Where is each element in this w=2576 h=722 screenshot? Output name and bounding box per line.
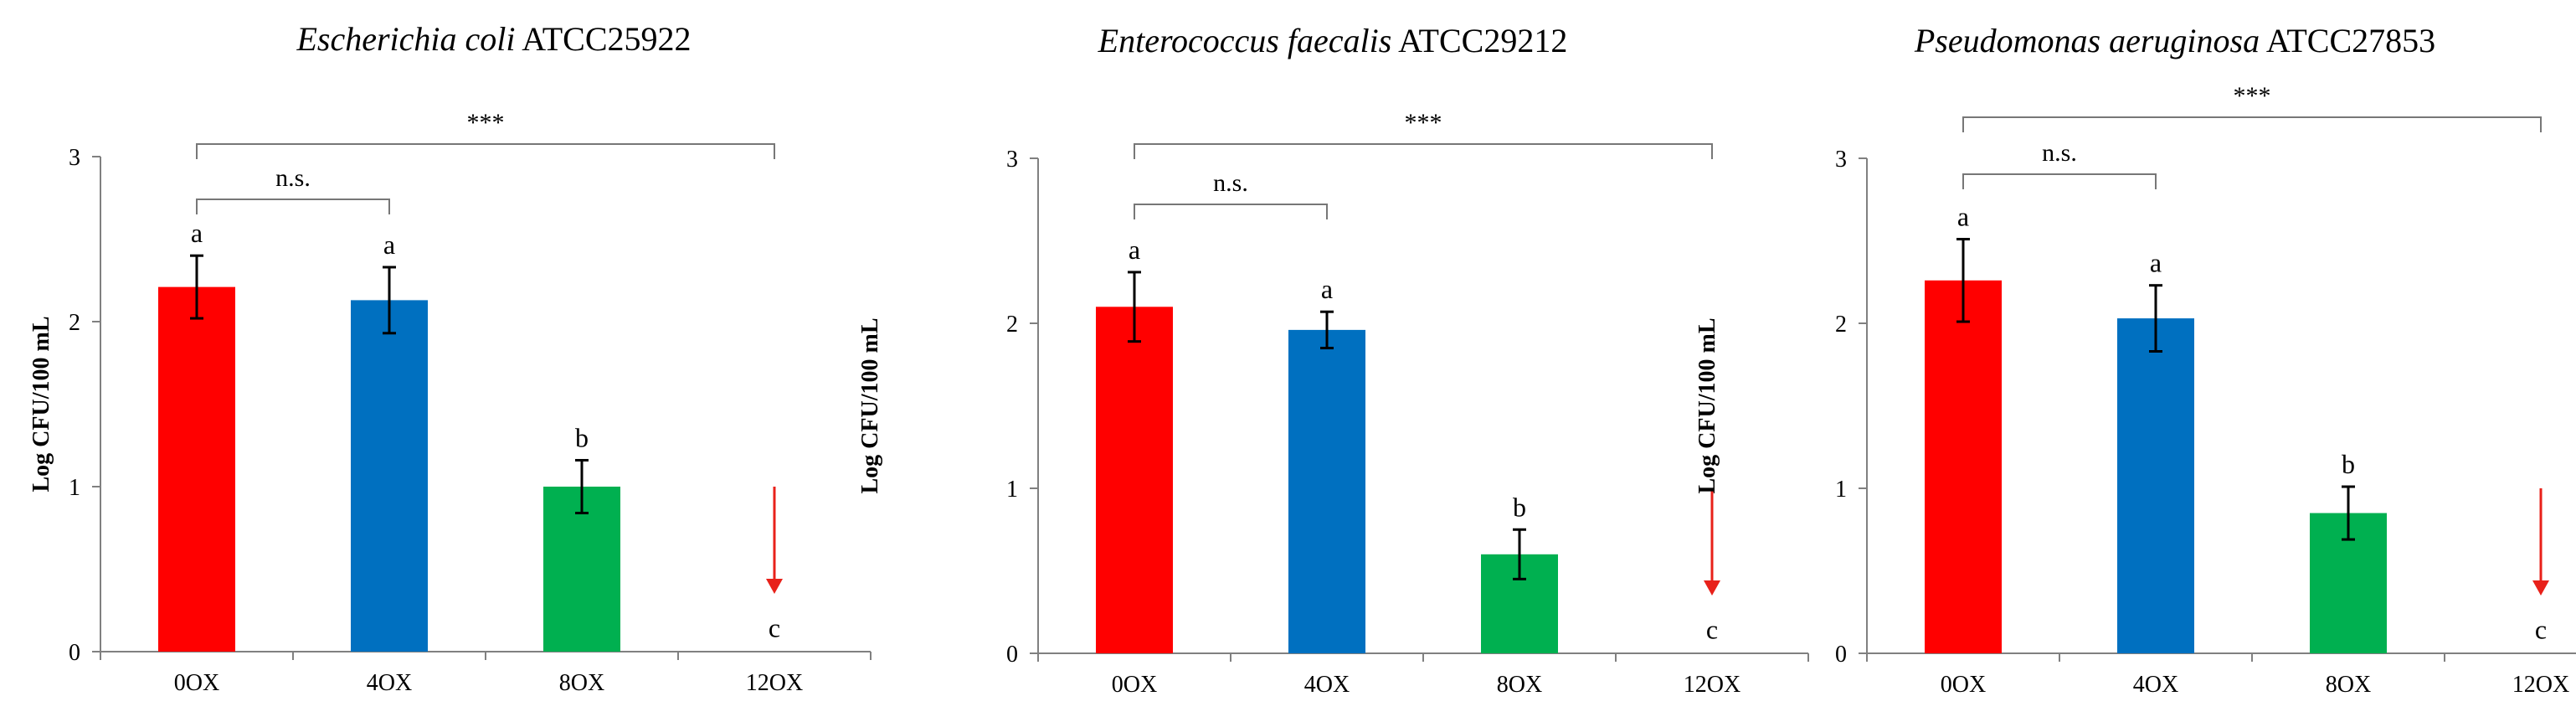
bar-4OX xyxy=(1288,329,1365,653)
significance-label: n.s. xyxy=(1213,169,1248,197)
chart-title: Pseudomonas aeruginosa ATCC27853 xyxy=(1914,22,2435,59)
significance-bracket xyxy=(1962,173,2157,189)
chart-panel-3: Pseudomonas aeruginosa ATCC27853 0 1 2 3 Log … xyxy=(1694,22,2576,698)
chart-title-strain: ATCC25922 xyxy=(516,20,692,58)
chart-title-strain: ATCC27853 xyxy=(2260,22,2435,59)
x-tick-label: 4OX xyxy=(2133,672,2178,698)
bar-4OX xyxy=(351,300,428,652)
significance-bracket xyxy=(1962,116,2542,132)
significance-bracket xyxy=(1134,204,1328,219)
y-tick-label: 0 xyxy=(1006,642,1018,668)
significance-letter: b xyxy=(2342,449,2355,479)
x-tick-label: 12OX xyxy=(746,670,803,696)
bar-4OX xyxy=(2117,318,2194,653)
y-tick-label: 0 xyxy=(69,640,80,666)
x-tick-label: 0OX xyxy=(174,670,219,696)
y-axis-label: Log CFU/100 mL xyxy=(857,318,883,494)
bar-0OX xyxy=(1925,280,2002,653)
significance-label: n.s. xyxy=(275,164,311,192)
significance-label: *** xyxy=(1405,109,1442,137)
significance-letter: c xyxy=(2535,614,2547,644)
down-arrow-head-icon xyxy=(2532,580,2549,596)
bar-0OX xyxy=(158,286,235,652)
significance-letter: a xyxy=(1321,274,1333,304)
significance-label: *** xyxy=(2234,82,2271,110)
x-tick-label: 12OX xyxy=(1684,672,1740,698)
down-arrow-head-icon xyxy=(766,579,783,595)
x-tick-label: 12OX xyxy=(2512,672,2569,698)
significance-letter: a xyxy=(1129,235,1140,265)
y-tick-label: 3 xyxy=(69,145,80,171)
significance-letter: b xyxy=(575,422,589,452)
y-tick-label: 1 xyxy=(69,475,80,501)
y-axis-label: Log CFU/100 mL xyxy=(28,317,54,493)
y-axis-label: Log CFU/100 mL xyxy=(1694,318,1720,494)
chart-title-species: Pseudomonas aeruginosa xyxy=(1914,22,2260,59)
significance-letter: a xyxy=(2150,248,2162,278)
chart-title-species: Enterococcus faecalis xyxy=(1098,22,1392,59)
significance-letter: a xyxy=(191,218,203,248)
significance-label: *** xyxy=(467,109,505,137)
chart-title: Escherichia coli ATCC25922 xyxy=(296,20,691,58)
y-tick-label: 3 xyxy=(1835,147,1847,173)
chart-title: Enterococcus faecalis ATCC29212 xyxy=(1098,22,1568,59)
x-tick-label: 8OX xyxy=(2326,672,2371,698)
chart-panel-2: Enterococcus faecalis ATCC29212 0 1 2 3 Log C… xyxy=(857,22,1809,698)
y-tick-label: 2 xyxy=(1006,312,1018,338)
significance-letter: c xyxy=(769,612,780,642)
y-tick-label: 1 xyxy=(1006,477,1018,503)
y-tick-label: 1 xyxy=(1835,477,1847,503)
significance-label: n.s. xyxy=(2042,139,2077,167)
y-tick-label: 2 xyxy=(1835,312,1847,338)
x-tick-label: 8OX xyxy=(1497,672,1542,698)
significance-bracket xyxy=(196,143,775,159)
chart-panel-1: Escherichia coli ATCC25922 0 1 2 3 Log CFU/10… xyxy=(28,20,872,696)
y-tick-label: 3 xyxy=(1006,147,1018,173)
significance-bracket xyxy=(196,199,390,214)
significance-bracket xyxy=(1134,143,1713,159)
chart-title-species: Escherichia coli xyxy=(296,20,515,58)
bar-0OX xyxy=(1096,307,1173,653)
x-tick-label: 8OX xyxy=(559,670,604,696)
significance-letter: a xyxy=(383,229,395,260)
x-tick-label: 4OX xyxy=(367,670,412,696)
down-arrow-head-icon xyxy=(1704,580,1720,596)
significance-letter: b xyxy=(1513,492,1526,522)
significance-letter: c xyxy=(1706,614,1718,644)
x-tick-label: 0OX xyxy=(1112,672,1157,698)
chart-title-strain: ATCC29212 xyxy=(1391,22,1567,59)
y-tick-label: 2 xyxy=(69,310,80,336)
x-tick-label: 0OX xyxy=(1941,672,1986,698)
significance-letter: a xyxy=(1957,202,1969,232)
x-tick-label: 4OX xyxy=(1304,672,1350,698)
y-tick-label: 0 xyxy=(1835,642,1847,668)
